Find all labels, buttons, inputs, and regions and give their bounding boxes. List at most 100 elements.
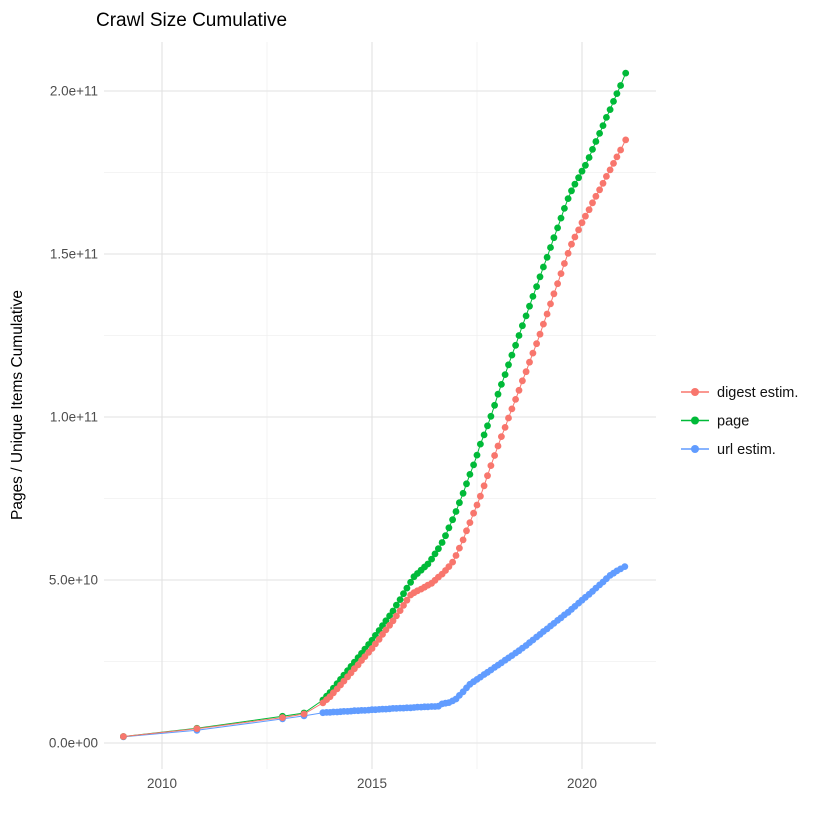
data-point bbox=[466, 519, 474, 526]
legend-key-point bbox=[691, 445, 699, 453]
x-tick-label: 2010 bbox=[147, 776, 177, 791]
data-point bbox=[459, 536, 467, 544]
data-point bbox=[582, 161, 589, 169]
data-point bbox=[449, 558, 456, 566]
y-axis-title: Pages / Unique Items Cumulative bbox=[9, 290, 26, 520]
data-point bbox=[512, 341, 519, 349]
data-point bbox=[445, 563, 453, 570]
data-point bbox=[435, 545, 442, 553]
data-point bbox=[491, 401, 498, 409]
chart-title: Crawl Size Cumulative bbox=[96, 10, 287, 31]
data-point bbox=[463, 480, 470, 488]
data-point bbox=[557, 270, 565, 277]
data-point bbox=[592, 192, 600, 200]
data-point bbox=[557, 214, 565, 222]
data-point bbox=[599, 122, 607, 129]
series-digest-estim bbox=[120, 136, 630, 740]
data-point bbox=[522, 368, 530, 376]
data-point bbox=[571, 233, 579, 241]
data-point bbox=[473, 451, 481, 459]
data-point bbox=[515, 386, 523, 394]
data-point bbox=[494, 442, 502, 450]
data-point bbox=[575, 174, 582, 182]
data-point bbox=[452, 552, 460, 559]
y-tick-label: 1.5e+11 bbox=[50, 247, 98, 262]
data-point bbox=[603, 114, 610, 121]
data-point bbox=[543, 310, 551, 318]
data-point bbox=[300, 710, 308, 718]
data-point bbox=[382, 617, 390, 625]
data-point bbox=[487, 462, 495, 469]
data-point bbox=[564, 249, 572, 257]
data-point bbox=[456, 544, 463, 552]
data-point bbox=[442, 532, 449, 540]
data-point bbox=[617, 82, 624, 89]
data-point bbox=[438, 539, 446, 546]
data-point bbox=[578, 167, 586, 175]
data-point bbox=[564, 195, 572, 203]
data-point bbox=[526, 302, 533, 310]
data-point bbox=[393, 601, 400, 609]
data-point bbox=[561, 205, 568, 212]
data-point bbox=[596, 130, 603, 137]
data-point bbox=[554, 280, 561, 288]
data-point bbox=[575, 226, 582, 234]
legend-entry-label: page bbox=[717, 414, 749, 430]
data-point bbox=[547, 300, 554, 308]
data-point bbox=[547, 244, 554, 251]
data-point bbox=[603, 173, 610, 180]
y-tick-label: 2.0e+11 bbox=[50, 84, 98, 99]
data-point bbox=[610, 160, 617, 167]
data-point bbox=[428, 555, 435, 563]
data-point bbox=[470, 509, 477, 517]
data-point bbox=[459, 489, 467, 497]
series-url-estim bbox=[120, 563, 629, 741]
gridlines-minor bbox=[104, 42, 656, 769]
legend-key-point bbox=[691, 416, 699, 425]
data-point bbox=[372, 640, 379, 648]
data-point bbox=[400, 590, 407, 598]
x-tick-label: 2015 bbox=[357, 776, 387, 791]
data-point bbox=[585, 206, 593, 214]
data-point bbox=[596, 186, 603, 194]
legend-entry-digest-estim: digest estim. bbox=[681, 385, 798, 401]
data-point bbox=[386, 612, 393, 620]
data-point bbox=[480, 482, 488, 490]
data-point bbox=[407, 578, 414, 586]
gridlines-major bbox=[104, 42, 656, 769]
data-point bbox=[554, 224, 561, 232]
data-point bbox=[505, 414, 512, 422]
data-point bbox=[621, 563, 629, 570]
data-point bbox=[561, 260, 568, 267]
data-point bbox=[622, 136, 630, 144]
data-point bbox=[456, 499, 463, 507]
data-point bbox=[529, 349, 537, 357]
data-point bbox=[449, 516, 456, 524]
data-point bbox=[477, 440, 484, 448]
legend-key-point bbox=[691, 388, 699, 396]
data-point bbox=[519, 377, 526, 385]
data-point bbox=[617, 146, 624, 154]
data-point bbox=[477, 492, 484, 500]
data-point bbox=[393, 612, 400, 620]
data-point bbox=[498, 381, 505, 388]
data-point bbox=[585, 154, 593, 161]
data-point bbox=[543, 253, 551, 261]
data-point bbox=[400, 602, 407, 609]
data-point bbox=[536, 330, 544, 338]
data-point bbox=[519, 322, 526, 330]
data-point bbox=[540, 263, 547, 271]
data-point bbox=[382, 626, 390, 634]
data-point bbox=[424, 560, 432, 568]
data-point bbox=[487, 412, 495, 420]
data-point bbox=[279, 714, 286, 721]
data-point bbox=[431, 550, 439, 558]
data-point bbox=[375, 635, 383, 643]
data-point bbox=[606, 106, 614, 113]
data-point bbox=[515, 332, 523, 339]
data-point bbox=[568, 187, 575, 195]
y-tick-label: 5.0e+10 bbox=[49, 573, 98, 588]
data-point bbox=[463, 527, 470, 535]
